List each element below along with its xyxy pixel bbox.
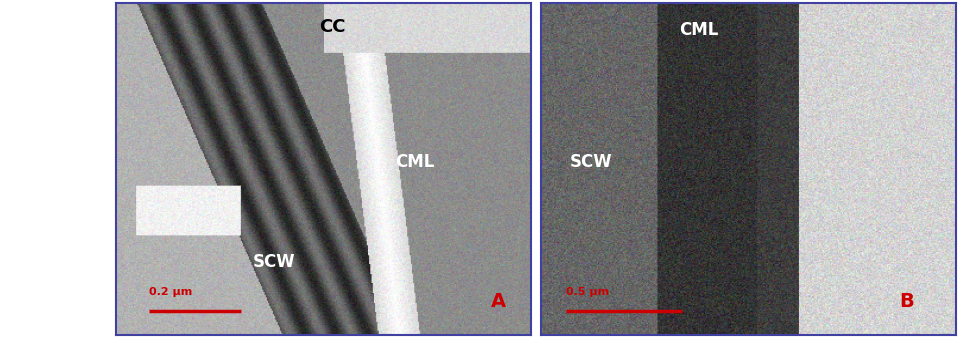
Text: CC: CC <box>319 18 345 35</box>
Text: CML: CML <box>395 153 435 171</box>
Text: A: A <box>491 292 505 311</box>
Text: B: B <box>899 292 914 311</box>
Text: CML: CML <box>679 21 719 39</box>
Text: SCW: SCW <box>252 253 295 271</box>
Text: 0.5 μm: 0.5 μm <box>566 287 609 296</box>
Text: 0.2 μm: 0.2 μm <box>149 287 192 296</box>
Text: SCW: SCW <box>570 153 612 171</box>
